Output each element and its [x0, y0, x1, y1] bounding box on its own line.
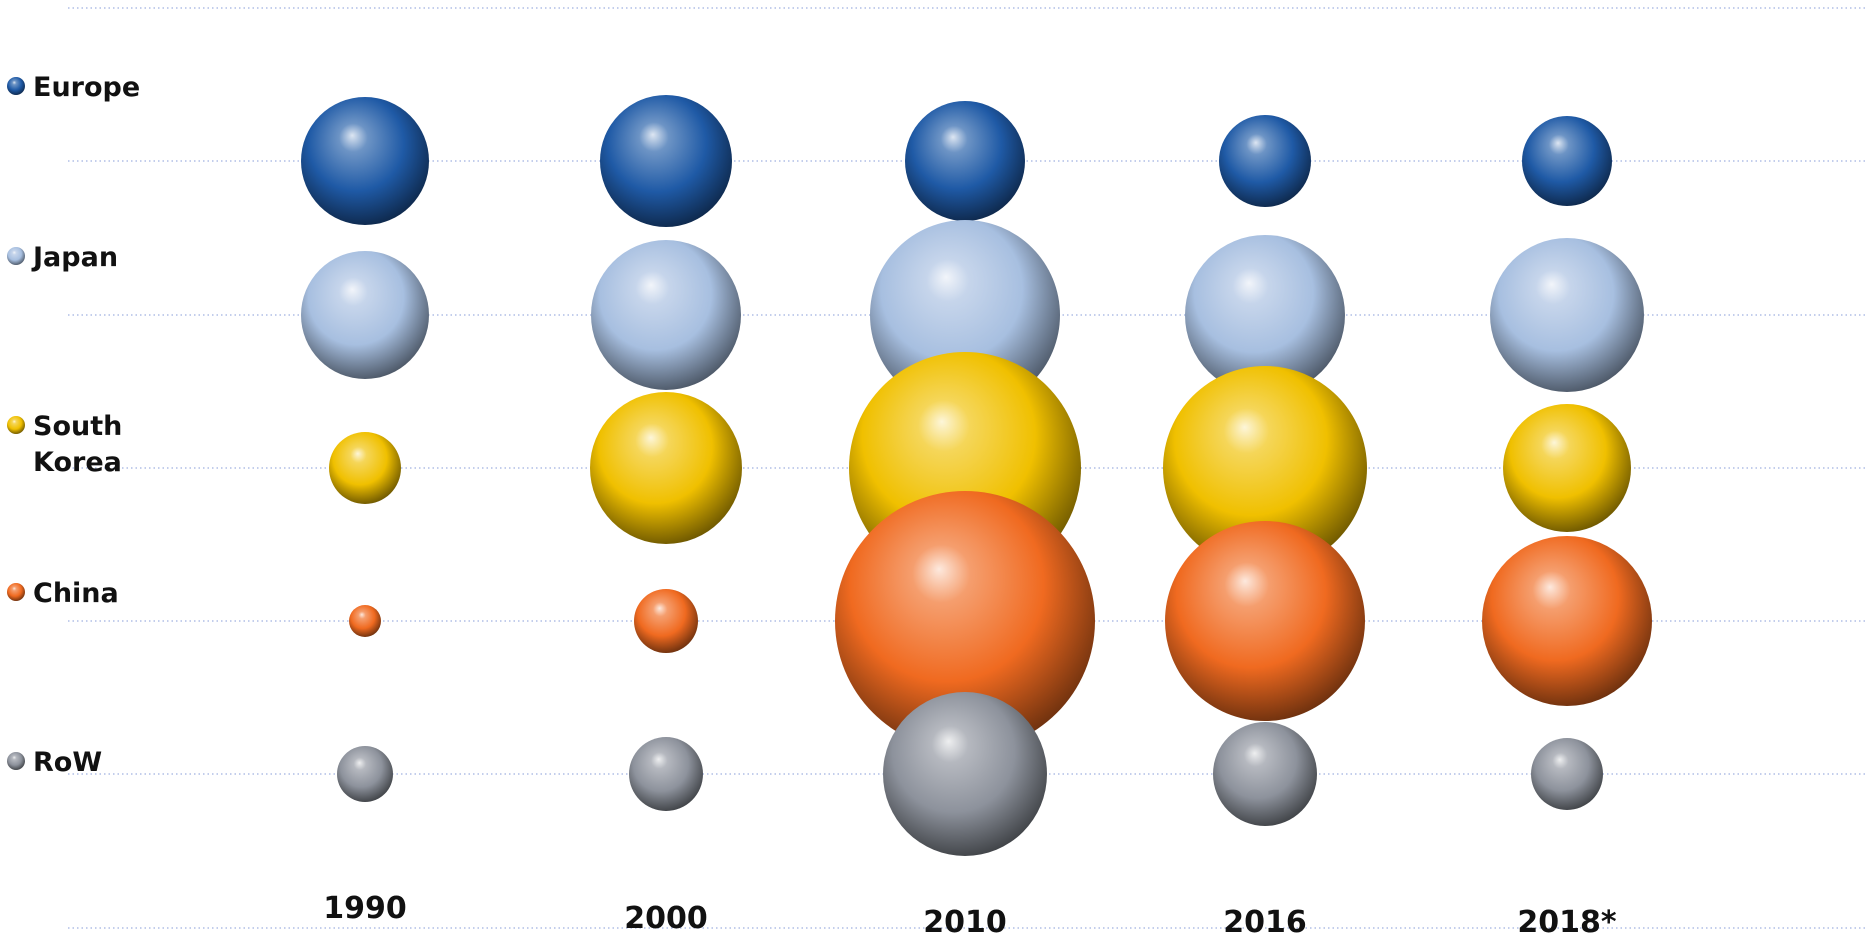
bubble-china-2016 — [1165, 521, 1365, 721]
bubble-europe-2000 — [600, 95, 732, 227]
bubble-europe-2016 — [1219, 115, 1311, 207]
bubble-europe-2018 — [1522, 116, 1612, 206]
bubble-row-2000 — [629, 737, 703, 811]
x-tick-label-2000: 2000 — [624, 901, 708, 936]
bubbles — [301, 95, 1652, 856]
legend-marker-europe — [7, 77, 25, 95]
bubble-japan-2016 — [1185, 235, 1345, 395]
x-tick-label-2018: 2018* — [1517, 905, 1616, 937]
bubble-row-2010 — [883, 692, 1047, 856]
bubble-south-korea-2016 — [1163, 366, 1367, 570]
legend-label-japan: Japan — [31, 242, 118, 273]
bubble-japan-2000 — [591, 240, 741, 390]
bubble-row-2018 — [1531, 738, 1603, 810]
bubble-china-1990 — [349, 605, 381, 637]
bubble-japan-1990 — [301, 251, 429, 379]
legend-marker-south-korea — [7, 416, 25, 434]
bubble-south-korea-2000 — [590, 392, 742, 544]
bubble-china-2018 — [1482, 536, 1652, 706]
legend-marker-china — [7, 583, 25, 601]
x-tick-label-2010: 2010 — [923, 905, 1007, 937]
bubble-row-1990 — [337, 746, 393, 802]
bubble-europe-2010 — [905, 101, 1025, 221]
bubble-row-2016 — [1213, 722, 1317, 826]
legend-marker-japan — [7, 247, 25, 265]
bubble-china-2010 — [835, 491, 1095, 751]
legend-marker-row — [7, 752, 25, 770]
bubble-south-korea-1990 — [329, 432, 401, 504]
x-tick-label-2016: 2016 — [1223, 905, 1307, 937]
bubble-south-korea-2018 — [1503, 404, 1631, 532]
bubble-china-2000 — [634, 589, 698, 653]
x-axis-labels: 1990 2000 2010 2016 2018* — [323, 891, 1617, 937]
bubble-japan-2018 — [1490, 238, 1644, 392]
x-tick-label-1990: 1990 — [323, 891, 407, 926]
legend-label-china: China — [33, 578, 119, 609]
legend: Europe Japan South Korea China RoW — [7, 72, 140, 778]
bubble-europe-1990 — [301, 97, 429, 225]
legend-label-south-korea: South Korea — [33, 411, 122, 478]
legend-label-row: RoW — [33, 747, 102, 778]
legend-label-europe: Europe — [33, 72, 140, 103]
